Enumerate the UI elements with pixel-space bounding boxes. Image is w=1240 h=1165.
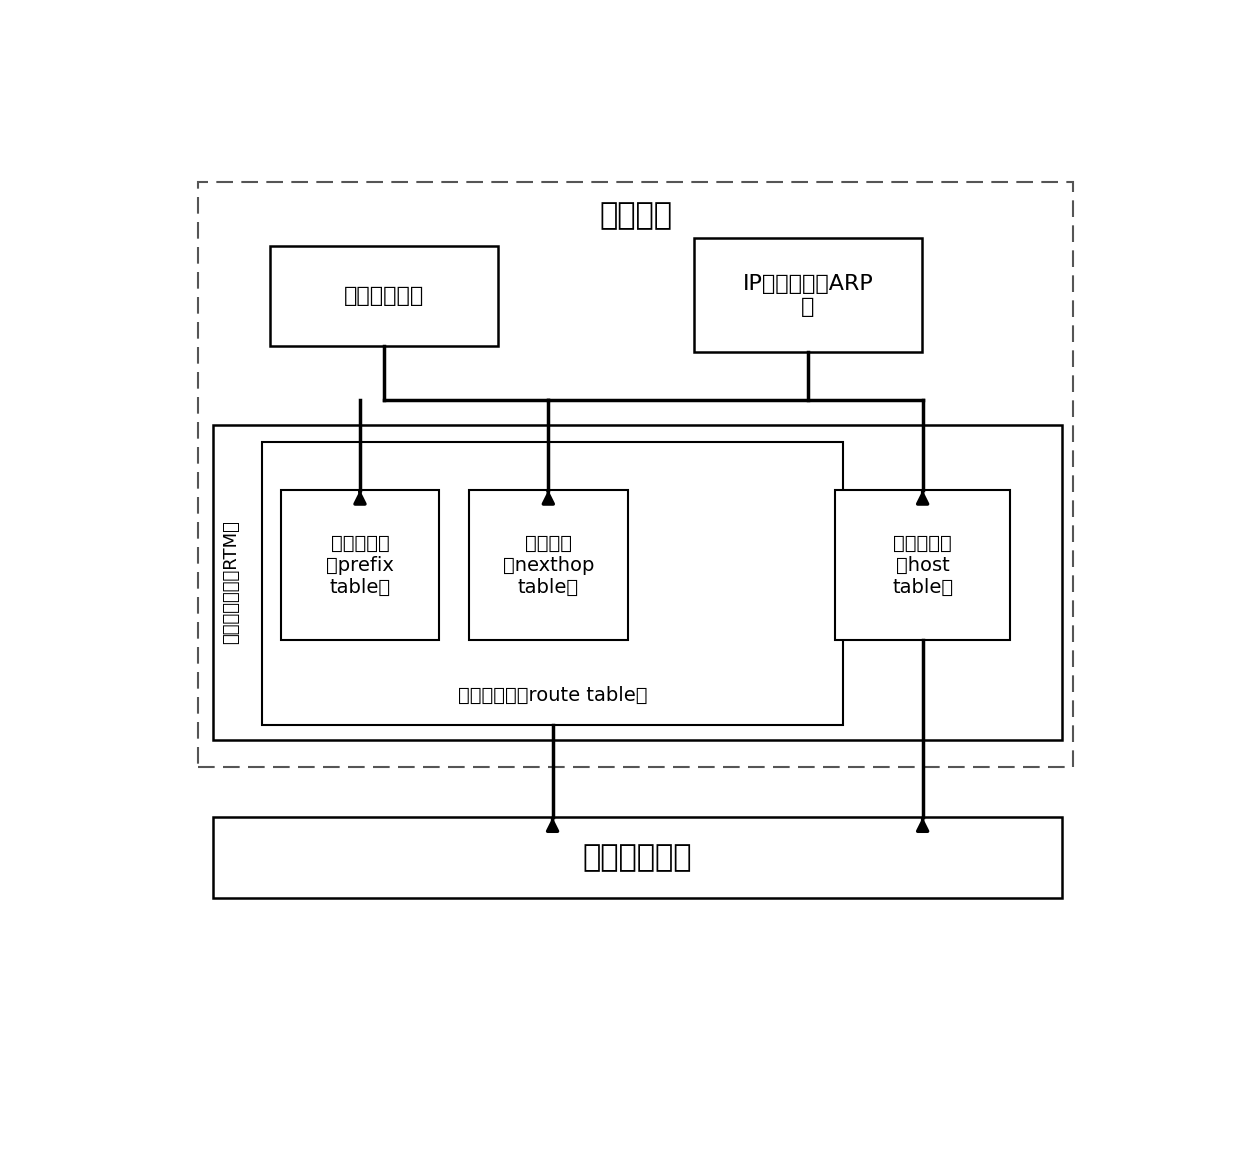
Text: 主机路由表
（host
table）: 主机路由表 （host table） xyxy=(892,534,954,596)
Bar xyxy=(280,490,439,641)
Bar xyxy=(836,490,1009,641)
Text: 下一跳表
（nexthop
table）: 下一跳表 （nexthop table） xyxy=(502,534,594,596)
Bar xyxy=(213,818,1061,898)
Bar xyxy=(213,425,1061,741)
Bar xyxy=(197,182,1074,768)
Text: IP协议栈中的ARP
表: IP协议栈中的ARP 表 xyxy=(743,274,873,317)
Text: 数据转发平面: 数据转发平面 xyxy=(583,843,692,873)
Text: 控制平面: 控制平面 xyxy=(599,200,672,230)
Bar xyxy=(262,442,843,725)
Text: 目的前缀表
（prefix
table）: 目的前缀表 （prefix table） xyxy=(326,534,394,596)
Text: 网段路由表（route table）: 网段路由表（route table） xyxy=(458,686,647,705)
Bar xyxy=(693,239,923,352)
Text: 路由协议模块: 路由协议模块 xyxy=(343,287,424,306)
Bar xyxy=(270,246,498,346)
Bar xyxy=(469,490,627,641)
Text: 路由管理模块（RTM）: 路由管理模块（RTM） xyxy=(222,521,241,644)
